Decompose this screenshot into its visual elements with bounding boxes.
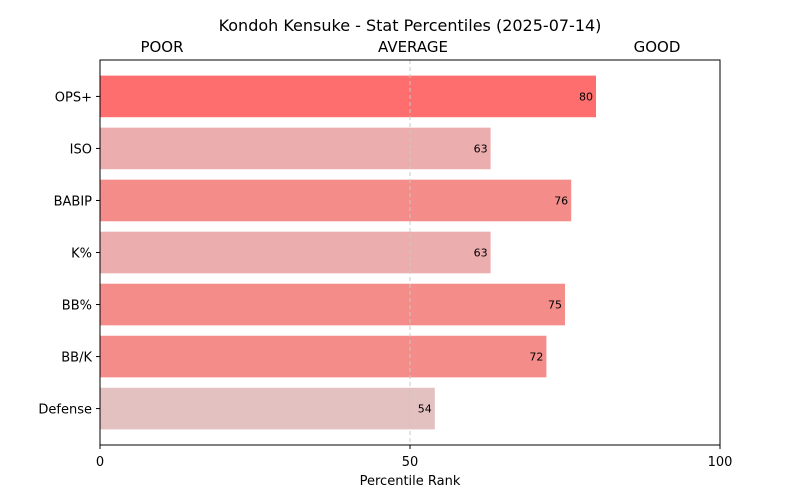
band-label-average: AVERAGE (378, 38, 448, 56)
band-labels: POOR AVERAGE GOOD (140, 38, 680, 56)
x-tick-label: 100 (708, 455, 733, 470)
data-label-k: 63 (474, 247, 488, 260)
chart-title: Kondoh Kensuke - Stat Percentiles (2025-… (219, 16, 602, 35)
y-tick-label: Defense (38, 403, 92, 418)
data-label-defense: 54 (418, 403, 432, 416)
y-tick-label: K% (71, 247, 92, 262)
bar-k (100, 231, 491, 274)
y-tick-label: BB% (62, 299, 92, 314)
x-axis: 0 50 100 (96, 445, 733, 470)
y-tick-label: BB/K (61, 351, 92, 366)
y-tick-label: ISO (70, 142, 92, 157)
data-label-bb-k: 72 (529, 351, 543, 364)
data-label-babip: 76 (554, 194, 568, 207)
bar-babip (100, 179, 572, 222)
y-tick-label: OPS+ (55, 90, 92, 105)
data-label-iso: 63 (474, 142, 488, 155)
bar-ops (100, 75, 596, 118)
bars: 80 63 76 63 75 72 54 (100, 75, 596, 430)
y-axis: OPS+ ISO BABIP K% BB% BB/K Defense (38, 90, 100, 418)
band-label-poor: POOR (140, 38, 183, 56)
x-axis-label: Percentile Rank (360, 474, 461, 489)
x-tick-label: 50 (402, 455, 419, 470)
data-label-ops: 80 (579, 90, 593, 103)
data-label-bb: 75 (548, 299, 562, 312)
band-label-good: GOOD (634, 38, 681, 56)
bar-iso (100, 127, 491, 170)
bar-defense (100, 387, 435, 430)
bar-bb-k (100, 335, 547, 378)
x-tick-label: 0 (96, 455, 104, 470)
y-tick-label: BABIP (54, 194, 93, 209)
bar-bb (100, 283, 565, 326)
